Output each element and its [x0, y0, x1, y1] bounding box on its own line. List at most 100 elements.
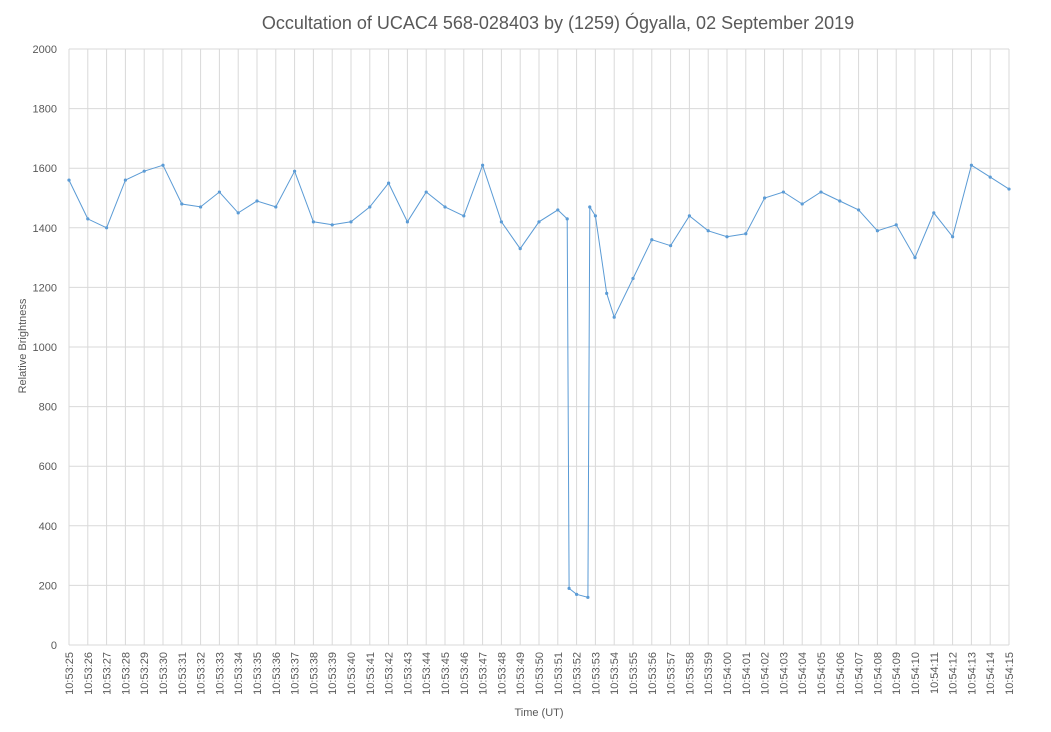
x-tick-label: 10:53:33: [214, 652, 226, 695]
x-tick-label: 10:53:59: [703, 652, 715, 695]
y-axis-title: Relative Brightness: [17, 298, 29, 393]
data-point: [951, 235, 955, 239]
data-point: [387, 181, 391, 185]
x-tick-label: 10:53:29: [139, 652, 151, 695]
data-point: [819, 190, 823, 194]
data-point: [518, 247, 522, 251]
data-point: [800, 202, 804, 206]
x-tick-label: 10:53:51: [553, 652, 565, 695]
data-point: [161, 163, 165, 167]
data-point: [199, 205, 203, 209]
data-point: [499, 220, 503, 224]
data-point: [405, 220, 409, 224]
y-tick-label: 1000: [33, 342, 57, 354]
y-tick-label: 1400: [33, 223, 57, 235]
data-point: [567, 586, 571, 590]
data-point: [311, 220, 315, 224]
x-tick-label: 10:53:41: [365, 652, 377, 695]
data-point: [838, 199, 842, 203]
x-tick-label: 10:54:02: [760, 652, 772, 695]
x-tick-label: 10:54:10: [910, 652, 922, 695]
data-point: [744, 232, 748, 236]
x-tick-label: 10:54:00: [722, 652, 734, 695]
x-tick-label: 10:53:58: [684, 652, 696, 695]
x-tick-label: 10:53:48: [496, 652, 508, 695]
data-point: [1007, 187, 1011, 191]
x-tick-label: 10:53:55: [628, 652, 640, 695]
x-tick-label: 10:53:36: [271, 652, 283, 695]
x-tick-label: 10:53:32: [196, 652, 208, 695]
data-point: [565, 217, 569, 221]
x-tick-label: 10:53:34: [233, 652, 245, 695]
x-axis-title: Time (UT): [514, 707, 563, 719]
y-tick-label: 2000: [33, 44, 57, 56]
y-tick-label: 1600: [33, 163, 57, 175]
data-point: [86, 217, 90, 221]
data-point: [255, 199, 259, 203]
data-point: [706, 229, 710, 233]
x-tick-label: 10:54:15: [1004, 652, 1016, 695]
x-tick-label: 10:53:43: [402, 652, 414, 695]
x-tick-label: 10:53:26: [83, 652, 95, 695]
data-point: [631, 276, 635, 281]
x-tick-label: 10:54:11: [929, 652, 941, 694]
y-tick-label: 200: [39, 580, 57, 592]
x-tick-label: 10:54:06: [835, 652, 847, 695]
data-point: [293, 169, 297, 173]
data-point: [123, 178, 127, 182]
x-tick-label: 10:54:09: [891, 652, 903, 695]
data-point: [875, 229, 880, 233]
x-tick-label: 10:53:54: [609, 652, 621, 695]
x-tick-label: 10:53:47: [478, 652, 490, 695]
x-tick-label: 10:54:01: [741, 652, 753, 695]
data-point: [612, 315, 616, 319]
x-tick-label: 10:53:53: [590, 652, 602, 695]
data-point: [481, 163, 485, 167]
data-point: [575, 592, 579, 596]
data-point: [142, 169, 146, 173]
data-point: [368, 205, 372, 209]
x-tick-label: 10:54:14: [985, 652, 997, 695]
x-tick-label: 10:53:31: [177, 652, 189, 695]
series-line: [68, 163, 1010, 598]
x-tick-label: 10:54:12: [948, 652, 960, 695]
y-tick-label: 1200: [33, 282, 57, 294]
x-tick-label: 10:53:25: [64, 652, 76, 695]
x-tick-label: 10:53:49: [515, 652, 527, 695]
data-point: [588, 205, 592, 209]
x-tick-label: 10:53:27: [102, 652, 114, 695]
data-point: [781, 190, 786, 194]
data-point: [763, 196, 767, 200]
x-tick-label: 10:54:07: [854, 652, 866, 695]
data-point: [605, 291, 609, 295]
data-point: [105, 226, 109, 230]
data-point: [349, 220, 353, 224]
x-tick-label: 10:54:13: [966, 652, 978, 695]
data-point: [274, 205, 278, 209]
data-point: [988, 175, 992, 179]
x-tick-label: 10:53:44: [421, 652, 433, 695]
data-point: [236, 211, 240, 215]
x-tick-label: 10:54:04: [797, 652, 809, 695]
series-markers: [67, 163, 1011, 599]
data-point: [556, 208, 560, 212]
x-tick-label: 10:53:40: [346, 652, 358, 695]
x-tick-label: 10:54:03: [778, 652, 790, 695]
y-axis: 0 200 400 600 800 1000 1200 1400 1600 1800 2000: [33, 44, 57, 652]
x-tick-label: 10:53:46: [459, 652, 471, 695]
data-point: [932, 211, 936, 215]
data-point: [180, 202, 184, 206]
x-tick-label: 10:53:50: [534, 652, 546, 695]
x-tick-label: 10:53:35: [252, 652, 264, 695]
x-tick-label: 10:53:37: [290, 652, 302, 695]
y-tick-label: 800: [39, 402, 57, 414]
x-tick-label: 10:53:52: [572, 652, 584, 695]
x-tick-label: 10:53:42: [384, 652, 396, 695]
x-tick-label: 10:53:45: [440, 652, 452, 695]
x-tick-label: 10:53:30: [158, 652, 170, 695]
data-point: [913, 256, 917, 260]
data-point: [969, 163, 974, 167]
data-point: [443, 205, 447, 209]
